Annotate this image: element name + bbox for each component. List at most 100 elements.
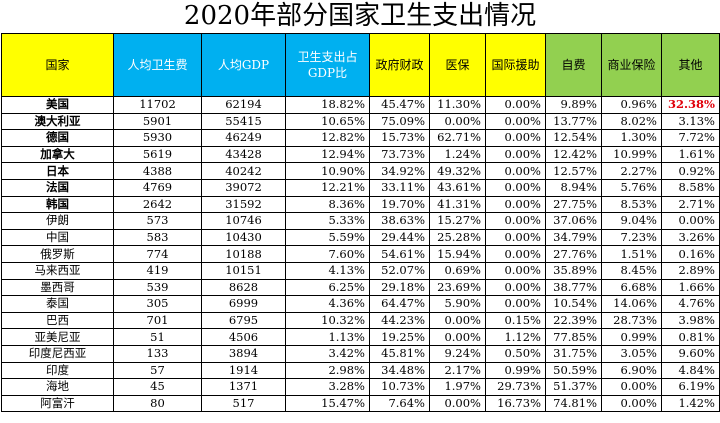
value-cell: 0.00% [429,112,486,131]
col-header-other: 其他 [661,33,720,97]
value-cell: 62194 [201,96,286,114]
value-cell: 29.73% [485,378,546,396]
value-cell: 40242 [201,162,286,180]
value-cell: 29.44% [369,228,430,247]
country-cell: 日本 [1,162,114,180]
value-cell: 2.89% [661,261,720,280]
value-cell: 9.89% [545,96,602,114]
value-cell: 2642 [113,195,202,214]
value-cell: 0.00% [485,96,546,114]
value-cell: 10151 [201,261,286,280]
value-cell: 35.89% [545,261,602,280]
col-header-international-aid: 国际援助 [485,33,546,97]
value-cell: 10430 [201,228,286,247]
value-cell: 34.48% [369,361,430,380]
table-row: 韩国 2642 31592 8.36% 19.70% 41.31% 0.00% 27.75% 8… [1,195,720,214]
value-cell: 7.64% [369,394,430,413]
value-cell: 55415 [201,112,286,131]
table-row: 伊朗 573 10746 5.33% 38.63% 15.27% 0.00% 37.06% 9.… [1,212,720,230]
country-cell: 伊朗 [1,212,114,230]
value-cell: 0.00% [485,228,546,247]
col-header-medical-insurance: 医保 [429,33,486,97]
value-cell: 4388 [113,162,202,180]
value-cell: 31592 [201,195,286,214]
value-cell: 38.63% [369,212,430,230]
value-cell: 5901 [113,112,202,131]
value-cell: 10.32% [285,311,370,330]
value-cell: 27.76% [545,245,602,263]
value-cell: 51 [113,328,202,346]
col-header-health-gdp-ratio: 卫生支出占GDP比 [285,33,370,97]
col-header-commercial-insurance: 商业保险 [601,33,662,97]
value-cell: 4769 [113,178,202,197]
value-cell: 12.82% [285,129,370,147]
value-cell: 0.16% [661,245,720,263]
country-cell: 中国 [1,228,114,247]
value-cell: 12.42% [545,145,602,164]
value-cell: 10.90% [285,162,370,180]
value-cell: 6795 [201,311,286,330]
value-cell: 74.81% [545,394,602,413]
value-cell: 27.75% [545,195,602,214]
country-cell: 马来西亚 [1,261,114,280]
value-cell: 0.00% [601,378,662,396]
value-cell: 8.53% [601,195,662,214]
value-cell: 3.13% [661,112,720,131]
value-cell: 0.00% [485,129,546,147]
health-expenditure-table: 国家 人均卫生费 人均GDP 卫生支出占GDP比 政府财政 医保 国际援助 自费… [1,33,720,413]
value-cell: 3.05% [601,344,662,363]
value-cell: 5.59% [285,228,370,247]
value-cell: 75.09% [369,112,430,131]
value-cell: 6999 [201,295,286,313]
value-cell: 15.47% [285,394,370,413]
value-cell: 4.84% [661,361,720,380]
value-cell: 0.99% [485,361,546,380]
value-cell: 73.73% [369,145,430,164]
country-cell: 印度尼西亚 [1,344,114,363]
country-cell: 韩国 [1,195,114,214]
value-cell: 539 [113,278,202,297]
value-cell: 0.00% [429,328,486,346]
col-header-per-capita-gdp: 人均GDP [201,33,286,97]
country-cell: 墨西哥 [1,278,114,297]
value-cell: 5.90% [429,295,486,313]
value-cell: 1.61% [661,145,720,164]
value-cell: 7.72% [661,129,720,147]
value-cell: 28.73% [601,311,662,330]
value-cell: 77.85% [545,328,602,346]
value-cell: 49.32% [429,162,486,180]
value-cell: 33.11% [369,178,430,197]
value-cell: 2.17% [429,361,486,380]
value-cell: 0.00% [485,162,546,180]
value-cell: 54.61% [369,245,430,263]
value-cell: 64.47% [369,295,430,313]
country-cell: 印度 [1,361,114,380]
table-row: 俄罗斯 774 10188 7.60% 54.61% 15.94% 0.00% 27.76% 1… [1,245,720,263]
value-cell: 1.66% [661,278,720,297]
value-cell: 43428 [201,145,286,164]
value-cell: 4.76% [661,295,720,313]
col-header-per-capita-health: 人均卫生费 [113,33,202,97]
value-cell: 8.45% [601,261,662,280]
value-cell: 34.92% [369,162,430,180]
value-cell: 19.70% [369,195,430,214]
value-cell: 4.36% [285,295,370,313]
table-row: 法国 4769 39072 12.21% 33.11% 43.61% 0.00% 8.94% 5… [1,178,720,197]
table-row: 巴西 701 6795 10.32% 44.23% 0.00% 0.15% 22.39% 28.… [1,311,720,330]
table-row: 亚美尼亚 51 4506 1.13% 19.25% 0.00% 1.12% 77.85% 0.9… [1,328,720,346]
value-cell: 0.99% [601,328,662,346]
value-cell: 50.59% [545,361,602,380]
value-cell: 0.00% [485,245,546,263]
value-cell: 4.13% [285,261,370,280]
col-header-out-of-pocket: 自费 [545,33,602,97]
value-cell: 10.73% [369,378,430,396]
value-cell: 774 [113,245,202,263]
value-cell: 3.98% [661,311,720,330]
value-cell: 1.30% [601,129,662,147]
value-cell: 3.26% [661,228,720,247]
value-cell: 517 [201,394,286,413]
value-cell: 38.77% [545,278,602,297]
value-cell: 583 [113,228,202,247]
value-cell: 0.15% [485,311,546,330]
value-cell: 10.54% [545,295,602,313]
